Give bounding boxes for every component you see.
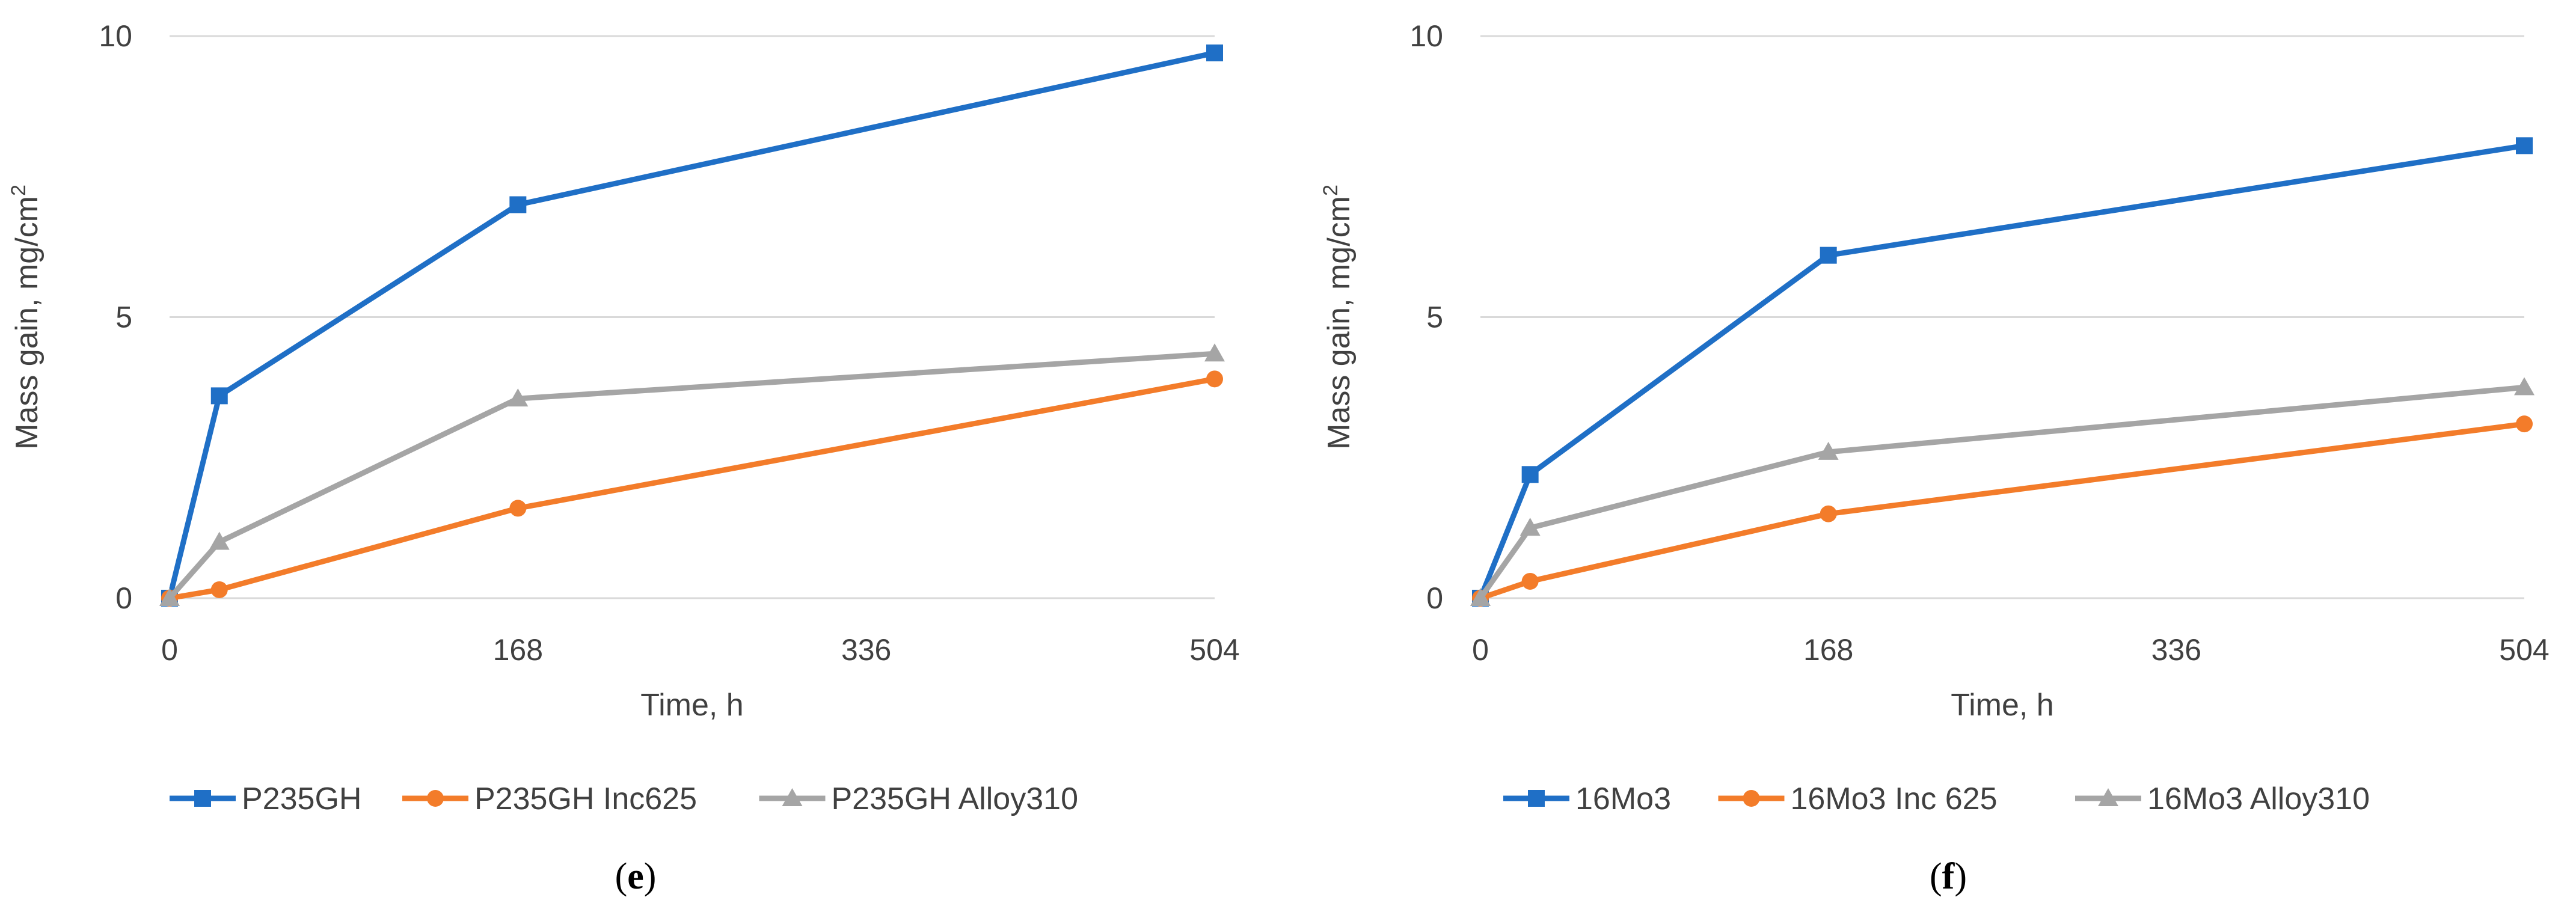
panel-label-open: ( [1930,856,1942,897]
legend: 16Mo3 16Mo3 Inc 625 16Mo3 Alloy310 [1503,782,2370,816]
series-line-2 [167,350,1218,601]
chart-panel-e: 0 5 10 0 168 336 504 Time, h Mass gain, mg/cm2 P2… [7,19,1240,897]
data-point-1-2 [509,500,527,517]
panel-label-letter: f [1942,856,1955,897]
data-point-0-2 [1820,246,1837,264]
legend-item-1: 16Mo3 Inc 625 [1718,782,1998,816]
legend-item-1: P235GH Inc625 [402,782,697,816]
data-point-2-1 [209,531,230,550]
y-axis-label: Mass gain, mg/cm2 [7,185,44,450]
legend-item-0: 16Mo3 [1503,782,1671,816]
data-point-0-3 [2516,137,2533,155]
y-tick-label: 5 [1426,301,1443,334]
legend-item-2: 16Mo3 Alloy310 [2075,782,2370,816]
legend-swatch-marker [194,790,211,807]
legend-item-2: P235GH Alloy310 [759,782,1079,816]
x-tick-label: 0 [161,633,178,667]
data-point-2-2 [1818,441,1839,460]
panel-label: (e) [615,856,657,897]
legend-swatch-marker [427,790,444,807]
x-tick-label: 0 [1472,633,1489,667]
x-tick-label: 336 [841,633,891,667]
series-line-2 [1477,384,2527,601]
panel-label-close: ) [644,856,657,897]
y-axis-label-text: Mass gain, mg/cm [10,196,44,450]
data-point-1-3 [1206,370,1223,388]
legend-swatch-marker [2098,788,2118,806]
series-line-0 [167,50,1218,601]
legend-label: P235GH [242,782,361,816]
x-tick-label: 168 [493,633,543,667]
legend-label: 16Mo3 Inc 625 [1791,782,1998,816]
series-line-1 [167,376,1218,601]
x-tick-label: 168 [1803,633,1853,667]
chart-panel-f: 0 5 10 0 168 336 504 Time, h Mass gain, mg/cm2 16… [1319,19,2550,897]
data-point-2-0 [1470,588,1491,606]
data-point-0-1 [210,387,228,405]
data-point-0-3 [1206,44,1223,62]
legend-label: P235GH Alloy310 [832,782,1079,816]
data-point-1-2 [1820,505,1837,522]
legend-swatch-marker [1743,790,1760,807]
y-tick-label: 0 [115,581,132,615]
data-point-1-1 [1521,572,1539,590]
y-tick-label: 0 [1426,581,1443,615]
series-line-0 [1477,142,2527,601]
x-tick-label: 504 [1189,633,1239,667]
data-point-2-3 [1204,343,1225,362]
y-tick-label: 5 [115,301,132,334]
panel-label-open: ( [615,856,628,897]
data-point-1-3 [2516,415,2533,433]
data-point-2-3 [2514,377,2535,396]
y-axis-label-text: Mass gain, mg/cm [1322,196,1357,450]
data-point-0-1 [1521,466,1539,483]
legend-label: 16Mo3 Alloy310 [2147,782,2370,816]
y-axis-label-superscript: 2 [7,185,30,196]
x-tick-label: 336 [2151,633,2201,667]
legend-swatch-marker [782,788,803,806]
panel-label: (f) [1930,856,1967,897]
legend-label: P235GH Inc625 [474,782,697,816]
legend-item-0: P235GH [170,782,361,816]
data-point-2-1 [1520,518,1541,536]
legend-label: 16Mo3 [1575,782,1671,816]
data-point-2-2 [508,388,529,407]
y-axis-label: Mass gain, mg/cm2 [1319,185,1357,450]
panel-label-letter: e [627,856,644,897]
data-point-1-1 [210,581,228,598]
panel-label-close: ) [1954,856,1967,897]
legend-swatch-marker [1528,790,1545,807]
data-point-2-0 [159,588,180,606]
legend: P235GH P235GH Inc625 P235GH Alloy310 [170,782,1078,816]
y-axis-label-superscript: 2 [1319,185,1342,196]
y-tick-label: 10 [99,19,132,53]
x-tick-label: 504 [2499,633,2549,667]
data-point-0-2 [509,196,527,213]
y-tick-label: 10 [1409,19,1443,53]
x-axis-label: Time, h [1951,688,2053,723]
x-axis-label: Time, h [640,688,743,723]
series-line-1 [1477,421,2527,601]
